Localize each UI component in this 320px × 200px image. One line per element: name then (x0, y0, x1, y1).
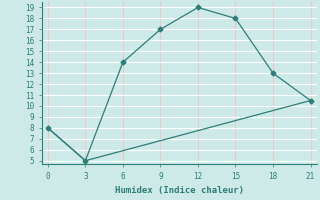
X-axis label: Humidex (Indice chaleur): Humidex (Indice chaleur) (115, 186, 244, 195)
